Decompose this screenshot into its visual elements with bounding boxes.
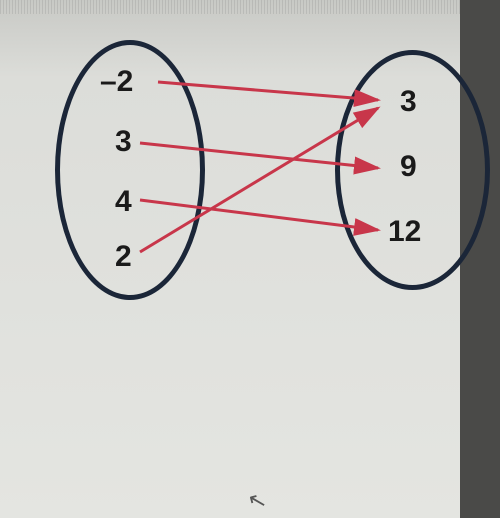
cursor-icon: ↖ bbox=[245, 486, 270, 516]
range-value: 3 bbox=[400, 85, 417, 119]
domain-value: 2 bbox=[115, 240, 132, 274]
mapping-diagram: –2 3 4 2 3 9 12 ↖ bbox=[0, 0, 500, 518]
domain-value: –2 bbox=[100, 65, 133, 99]
range-value: 12 bbox=[388, 215, 421, 249]
range-value: 9 bbox=[400, 150, 417, 184]
domain-value: 4 bbox=[115, 185, 132, 219]
domain-value: 3 bbox=[115, 125, 132, 159]
